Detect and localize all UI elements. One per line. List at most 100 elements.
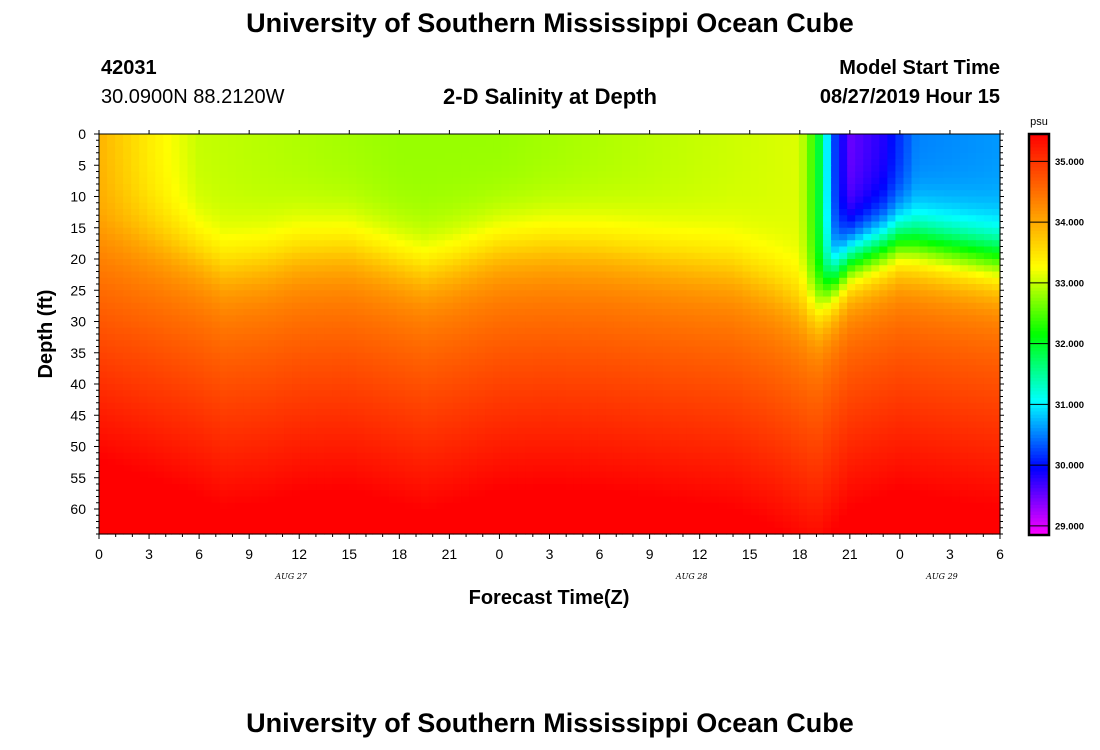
heatmap-cell <box>581 334 591 341</box>
heatmap-cell <box>107 359 116 366</box>
heatmap-cell <box>517 346 526 354</box>
heatmap-cell <box>259 384 269 391</box>
heatmap-cell <box>131 146 140 154</box>
heatmap-cell <box>750 315 760 323</box>
heatmap-cell <box>179 221 189 229</box>
heatmap-cell <box>605 159 615 166</box>
heatmap-cell <box>581 209 591 216</box>
heatmap-cell <box>911 284 921 291</box>
heatmap-cell <box>115 184 124 191</box>
heatmap-cell <box>259 377 269 385</box>
heatmap-cell <box>662 327 671 335</box>
heatmap-cell <box>959 246 969 254</box>
heatmap-cell <box>549 165 559 173</box>
heatmap-cell <box>790 240 800 248</box>
heatmap-cell <box>332 359 341 366</box>
heatmap-cell <box>444 284 454 291</box>
heatmap-cell <box>428 284 438 291</box>
heatmap-cell <box>573 234 583 241</box>
heatmap-cell <box>163 359 172 366</box>
heatmap-cell <box>573 290 583 298</box>
heatmap-cell <box>654 365 663 373</box>
heatmap-cell <box>332 159 341 166</box>
heatmap-cell <box>742 252 752 260</box>
heatmap-cell <box>991 159 1001 166</box>
heatmap-cell <box>855 234 864 241</box>
heatmap-cell <box>750 134 760 141</box>
heatmap-cell <box>485 171 494 179</box>
heatmap-cell <box>734 146 744 154</box>
heatmap-cell <box>702 296 711 304</box>
heatmap-cell <box>557 365 567 373</box>
heatmap-cell <box>879 165 888 173</box>
heatmap-cell <box>742 184 752 191</box>
heatmap-cell <box>951 402 961 410</box>
heatmap-cell <box>565 377 575 385</box>
heatmap-cell <box>605 171 615 179</box>
heatmap-cell <box>292 265 301 273</box>
heatmap-cell <box>887 221 897 229</box>
heatmap-cell <box>613 190 623 198</box>
heatmap-cell <box>493 334 502 341</box>
heatmap-cell <box>171 146 181 154</box>
heatmap-cell <box>219 277 229 285</box>
heatmap-cell <box>300 302 309 310</box>
heatmap-cell <box>983 159 993 166</box>
heatmap-cell <box>267 334 277 341</box>
heatmap-cell <box>549 402 559 410</box>
heatmap-cell <box>396 246 406 254</box>
heatmap-cell <box>275 302 285 310</box>
heatmap-cell <box>348 352 358 360</box>
heatmap-cell <box>943 321 953 329</box>
heatmap-cell <box>597 390 607 398</box>
heatmap-cell <box>461 334 470 341</box>
heatmap-cell <box>686 209 695 216</box>
heatmap-cell <box>316 290 325 298</box>
heatmap-cell <box>814 190 824 198</box>
heatmap-cell <box>107 346 116 354</box>
heatmap-cell <box>324 352 333 360</box>
heatmap-cell <box>227 309 237 316</box>
heatmap-cell <box>565 396 575 404</box>
heatmap-cell <box>509 346 518 354</box>
heatmap-cell <box>99 271 108 279</box>
heatmap-cell <box>163 296 172 304</box>
heatmap-cell <box>613 265 623 273</box>
heatmap-cell <box>251 196 261 204</box>
heatmap-cell <box>139 265 148 273</box>
heatmap-cell <box>123 296 132 304</box>
heatmap-cell <box>774 377 784 385</box>
heatmap-cell <box>686 240 695 248</box>
heatmap-cell <box>903 321 913 329</box>
heatmap-cell <box>557 152 567 160</box>
heatmap-cell <box>107 134 116 141</box>
heatmap-cell <box>380 340 390 348</box>
heatmap-cell <box>879 265 888 273</box>
heatmap-cell <box>975 352 985 360</box>
heatmap-cell <box>710 246 720 254</box>
heatmap-cell <box>911 240 921 248</box>
heatmap-cell <box>847 190 856 198</box>
heatmap-cell <box>243 402 253 410</box>
heatmap-cell <box>557 196 567 204</box>
heatmap-cell <box>155 259 164 266</box>
heatmap-cell <box>782 159 792 166</box>
heatmap-cell <box>356 190 366 198</box>
heatmap-cell <box>798 396 808 404</box>
heatmap-cell <box>911 227 921 235</box>
heatmap-cell <box>219 252 229 260</box>
heatmap-cell <box>654 134 663 141</box>
heatmap-cell <box>509 202 518 210</box>
heatmap-cell <box>461 396 470 404</box>
heatmap-cell <box>927 221 937 229</box>
heatmap-cell <box>726 171 736 179</box>
heatmap-cell <box>219 246 229 254</box>
heatmap-cell <box>814 152 824 160</box>
heatmap-cell <box>316 396 325 404</box>
heatmap-cell <box>871 371 880 379</box>
heatmap-cell <box>452 240 462 248</box>
heatmap-cell <box>621 334 631 341</box>
heatmap-cell <box>662 271 671 279</box>
heatmap-cell <box>790 259 800 266</box>
heatmap-cell <box>259 259 269 266</box>
